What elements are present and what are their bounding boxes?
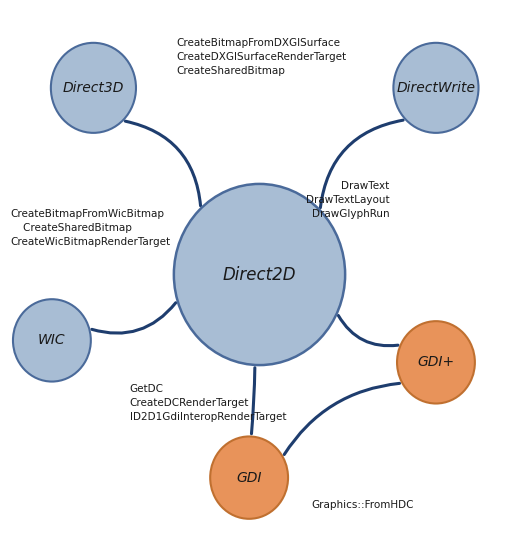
Text: GDI: GDI (236, 470, 262, 485)
Text: DirectWrite: DirectWrite (397, 81, 475, 95)
Text: Direct2D: Direct2D (223, 266, 296, 283)
Text: Graphics::FromHDC: Graphics::FromHDC (311, 500, 414, 509)
Circle shape (13, 299, 91, 382)
Text: GDI+: GDI+ (417, 355, 455, 369)
Circle shape (174, 184, 345, 365)
Circle shape (393, 43, 479, 133)
FancyArrowPatch shape (338, 316, 398, 346)
Text: DrawText
DrawTextLayout
DrawGlyphRun: DrawText DrawTextLayout DrawGlyphRun (306, 181, 389, 219)
Circle shape (397, 321, 475, 404)
Text: WIC: WIC (38, 333, 66, 348)
Text: CreateBitmapFromWicBitmap
    CreateSharedBitmap
CreateWicBitmapRenderTarget: CreateBitmapFromWicBitmap CreateSharedBi… (10, 209, 171, 247)
FancyArrowPatch shape (252, 368, 255, 434)
FancyArrowPatch shape (92, 302, 176, 333)
Text: CreateBitmapFromDXGISurface
CreateDXGISurfaceRenderTarget
CreateSharedBitmap: CreateBitmapFromDXGISurface CreateDXGISu… (176, 38, 347, 76)
FancyArrowPatch shape (284, 383, 400, 455)
FancyArrowPatch shape (125, 121, 200, 206)
Text: GetDC
CreateDCRenderTarget
ID2D1GdiInteropRenderTarget: GetDC CreateDCRenderTarget ID2D1GdiInter… (130, 384, 286, 422)
Circle shape (51, 43, 136, 133)
FancyArrowPatch shape (320, 120, 403, 208)
Circle shape (210, 436, 288, 519)
Text: Direct3D: Direct3D (63, 81, 124, 95)
